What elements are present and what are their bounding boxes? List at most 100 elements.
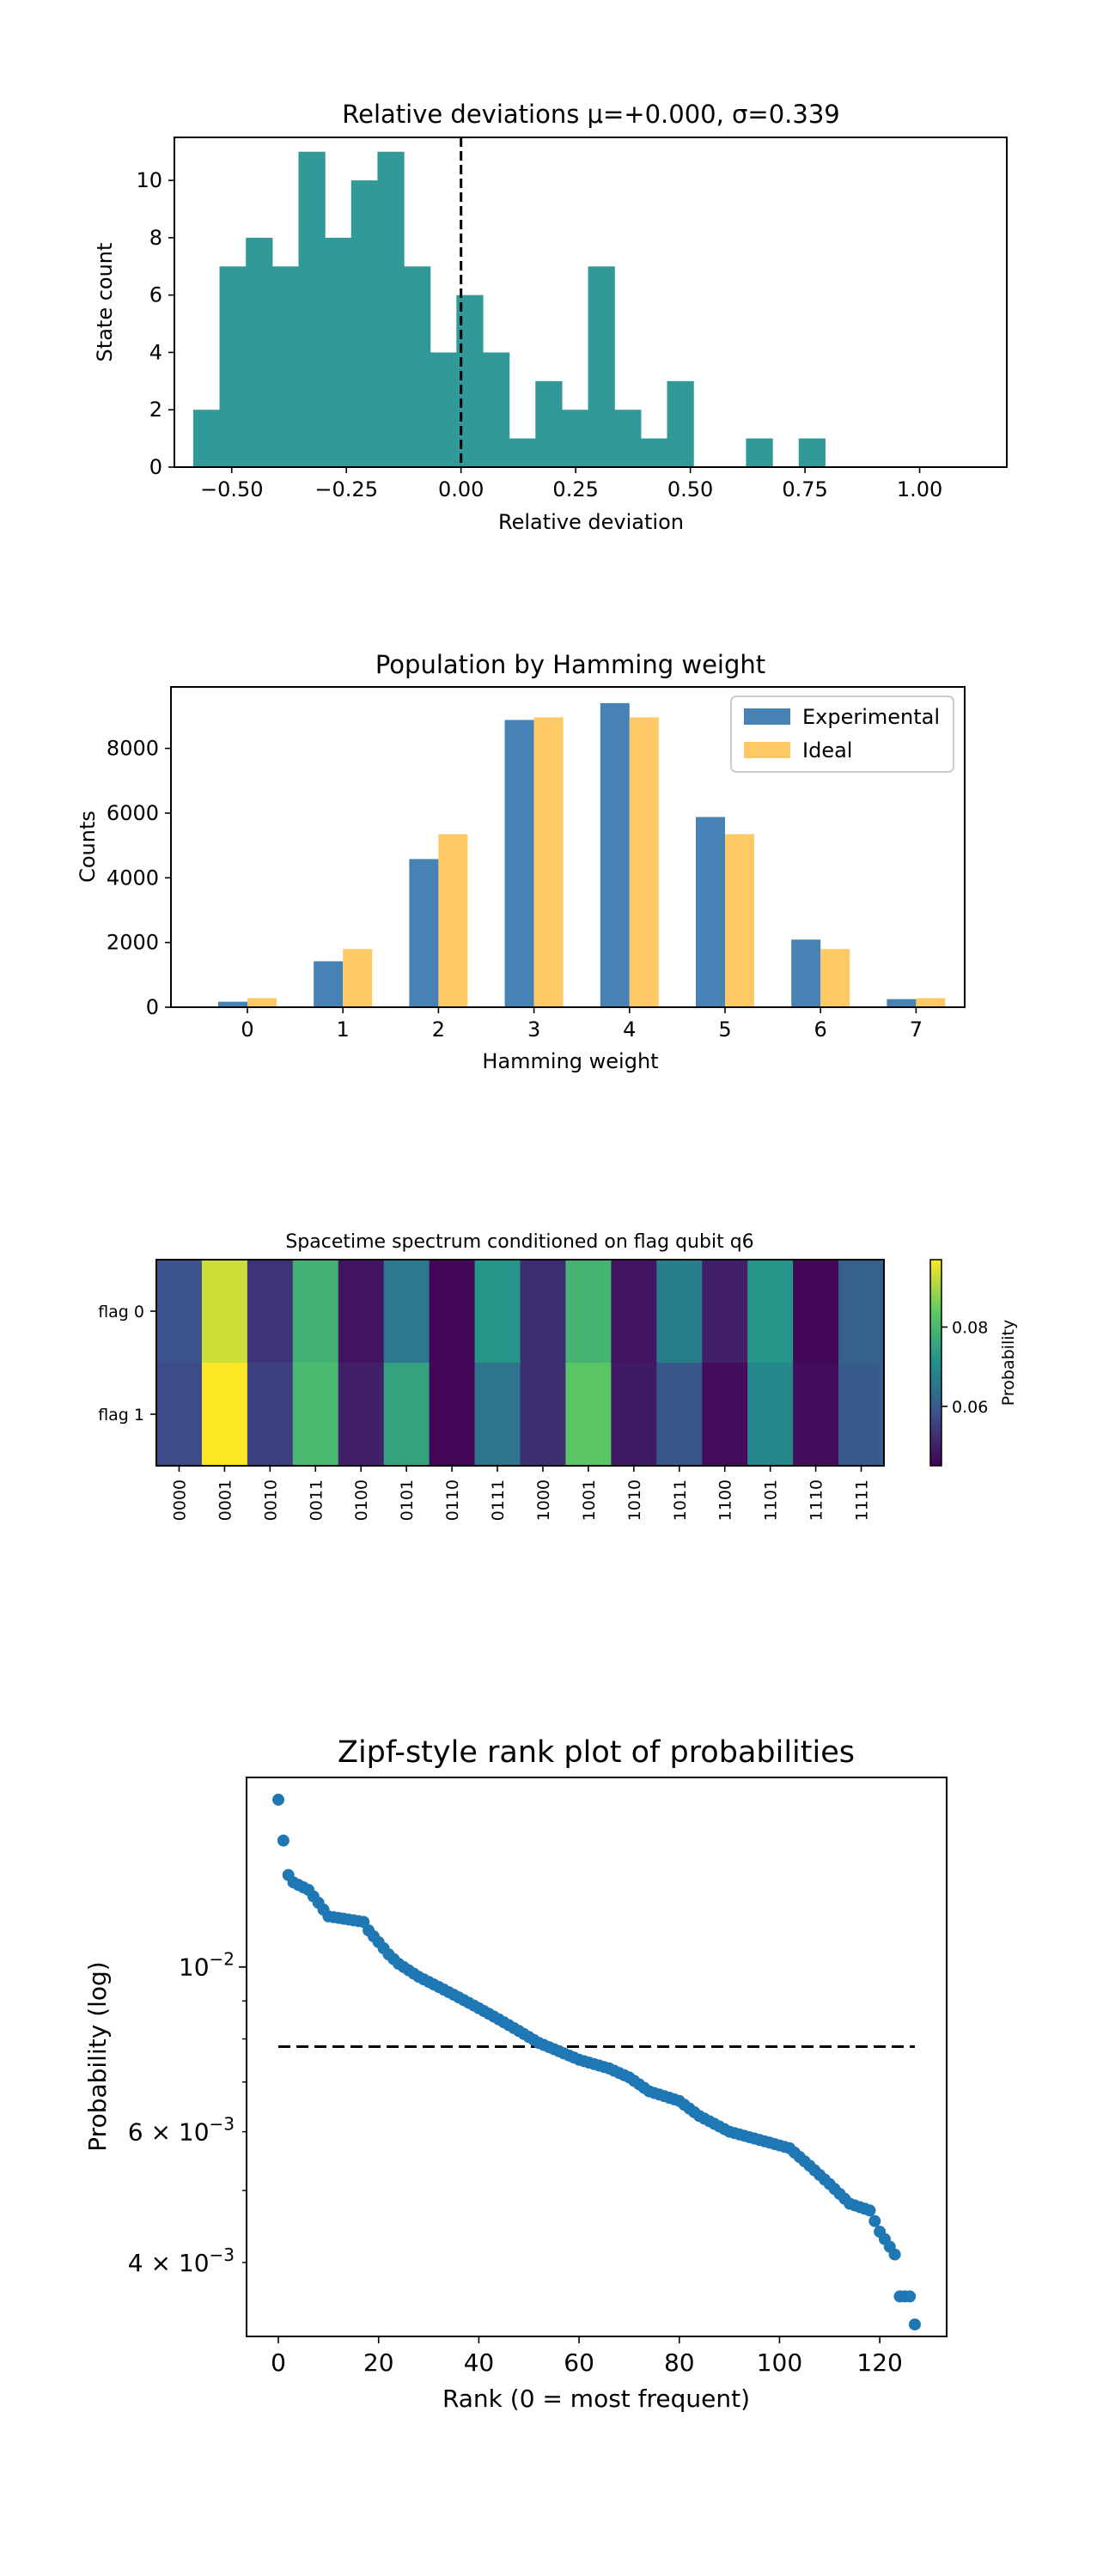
heatmap-cell [292, 1260, 339, 1364]
zipf-ytick-label: 6 × 10−3 [128, 2114, 235, 2147]
hist-bar [271, 266, 300, 467]
hist-xtick-label: 0.00 [438, 477, 484, 501]
hamming-xtick-label: 4 [623, 1018, 636, 1042]
zipf-xtick-label: 120 [856, 2348, 902, 2377]
heatmap-column-label: 0000 [170, 1479, 189, 1521]
zipf-xlabel: Rank (0 = most frequent) [442, 2385, 750, 2413]
heatmap-column-label: 1110 [807, 1479, 826, 1521]
heatmap-cell [565, 1363, 612, 1467]
hist-bar [377, 151, 405, 467]
hist-xtick-label: 0.75 [782, 477, 827, 501]
bar-experimental [218, 1001, 247, 1007]
zipf-point [908, 2318, 921, 2331]
heatmap-column-label: 1011 [671, 1479, 690, 1521]
heatmap-cell [793, 1260, 839, 1364]
hist-bar [482, 352, 510, 467]
heatmap-title: Spacetime spectrum conditioned on flag q… [285, 1231, 753, 1253]
bar-ideal [438, 834, 468, 1007]
hist-ytick-label: 10 [136, 168, 162, 192]
hist-bar [561, 410, 589, 467]
hist-xtick-label: 1.00 [897, 477, 942, 501]
bar-experimental [696, 817, 725, 1007]
hamming-legend: Experimental Ideal [730, 696, 954, 773]
zipf-xtick-label: 0 [271, 2348, 286, 2377]
bar-experimental [314, 961, 344, 1007]
heatmap-cell [156, 1363, 203, 1467]
zipf-point [277, 1834, 289, 1847]
hist-xlabel: Relative deviation [498, 510, 684, 534]
hamming-ytick-label: 8000 [107, 737, 159, 761]
zipf-point [888, 2248, 901, 2261]
bar-ideal [533, 717, 564, 1007]
hist-bar [614, 410, 642, 467]
zipf-rank-plot: Zipf-style rank plot of probabilities 0 2… [83, 1735, 948, 2413]
bar-ideal [629, 717, 659, 1007]
zipf-point [904, 2290, 917, 2303]
heatmap-row-label: flag 1 [98, 1406, 144, 1425]
heatmap-column-label: 0001 [216, 1479, 235, 1521]
hist-bar [535, 380, 563, 467]
heatmap-cell [793, 1363, 839, 1467]
heatmap-frame [155, 1259, 885, 1467]
legend-swatch-ideal [744, 742, 790, 758]
hamming-plot-frame [170, 686, 966, 1008]
heatmap-cell [747, 1363, 794, 1467]
hamming-xtick-label: 6 [814, 1018, 827, 1042]
heatmap-cell [201, 1260, 248, 1364]
bar-ideal [343, 949, 373, 1007]
hist-title: Relative deviations μ=+0.000, σ=0.339 [342, 100, 840, 129]
spacetime-heatmap: Spacetime spectrum conditioned on flag q… [98, 1231, 1018, 1521]
legend-swatch-experimental [744, 708, 790, 725]
heatmap-cell [474, 1260, 521, 1364]
hist-bar [588, 266, 615, 467]
heatmap-cell [383, 1260, 430, 1364]
heatmap-cell [838, 1363, 885, 1467]
hist-ytick-label: 0 [149, 455, 162, 479]
colorbar-tick-label: 0.08 [952, 1318, 988, 1337]
hist-ytick-label: 8 [149, 226, 162, 250]
bar-ideal [820, 949, 850, 1007]
hist-bar [640, 438, 668, 467]
bar-experimental [887, 999, 917, 1007]
zipf-point [868, 2215, 881, 2227]
hist-bar [667, 380, 694, 467]
hamming-ytick-label: 0 [146, 995, 159, 1019]
heatmap-row-label: flag 0 [98, 1303, 144, 1321]
hist-xtick-label: −0.50 [200, 477, 264, 501]
zipf-title: Zipf-style rank plot of probabilities [338, 1735, 855, 1770]
heatmap-cell [838, 1260, 885, 1364]
hamming-ytick-label: 6000 [107, 801, 159, 825]
hist-bar [798, 438, 826, 467]
zipf-point [863, 2204, 876, 2217]
hist-xtick-label: −0.25 [314, 477, 378, 501]
colorbar-tick-label: 0.06 [952, 1398, 988, 1417]
hist-xtick-label: 0.50 [667, 477, 713, 501]
hamming-xtick-label: 2 [432, 1018, 445, 1042]
hist-plot-frame [174, 137, 1008, 468]
hist-bar [404, 266, 431, 467]
bar-experimental [791, 939, 821, 1007]
hamming-title: Population by Hamming weight [375, 650, 765, 679]
heatmap-column-label: 1111 [853, 1479, 872, 1521]
hamming-xtick-label: 7 [910, 1018, 923, 1042]
zipf-plot-frame [246, 1777, 948, 2337]
hist-bar [746, 438, 773, 467]
hamming-weight-chart: Population by Hamming weight 0 1 2 3 4 5 6 7 0 20… [76, 650, 966, 1073]
zipf-xtick-label: 100 [757, 2348, 802, 2377]
hamming-xtick-label: 5 [718, 1018, 731, 1042]
heatmap-colorbar: 0.06 0.08 Probability [929, 1259, 1018, 1467]
zipf-ytick-label: 10−2 [179, 1949, 235, 1982]
heatmap-cell [292, 1363, 339, 1467]
heatmap-column-label: 0010 [261, 1479, 280, 1521]
bar-experimental [504, 720, 534, 1007]
bar-ideal [247, 998, 277, 1007]
heatmap-column-label: 0110 [443, 1479, 462, 1521]
heatmap-column-label: 0101 [398, 1479, 417, 1521]
heatmap-cell [520, 1260, 566, 1364]
hist-bar [325, 237, 352, 467]
hist-xtick-label: 0.25 [552, 477, 598, 501]
heatmap-column-label: 1010 [625, 1479, 644, 1521]
hist-bar [430, 352, 457, 467]
hamming-xlabel: Hamming weight [482, 1049, 658, 1073]
legend-label-ideal: Ideal [802, 738, 852, 762]
